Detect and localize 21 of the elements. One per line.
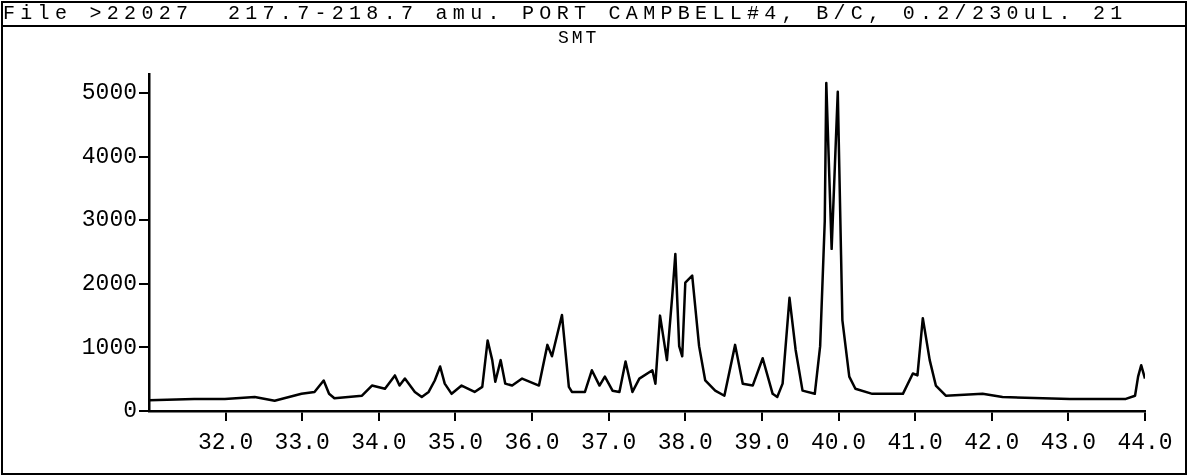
- x-tick-label: 38.0: [657, 429, 713, 456]
- x-tick-label: 41.0: [887, 429, 943, 456]
- chart-subtitle: SMT: [558, 28, 600, 48]
- y-tick-label: 5000: [81, 80, 137, 107]
- x-tick-label: 37.0: [581, 429, 637, 456]
- x-tick-label: 36.0: [504, 429, 560, 456]
- y-tick-label: 2000: [81, 270, 137, 297]
- y-tick-label: 3000: [81, 207, 137, 234]
- x-tick-label: 34.0: [351, 429, 407, 456]
- y-tick-label: 4000: [81, 143, 137, 170]
- x-tick-label: 40.0: [810, 429, 867, 456]
- x-tick-label: 43.0: [1040, 429, 1096, 456]
- x-tick-label: 35.0: [427, 429, 484, 456]
- chart-title: File >22027 217.7-218.7 amu. PORT CAMPBELL#4, B/C, 0.2/230uL. 21: [3, 2, 1185, 27]
- x-tick-label: 33.0: [274, 429, 330, 456]
- x-tick-label: 42.0: [964, 429, 1020, 456]
- y-tick-label: 0: [123, 398, 137, 425]
- y-tick-label: 1000: [81, 334, 137, 361]
- x-tick-label: 32.0: [198, 429, 254, 456]
- x-tick-label: 39.0: [734, 429, 790, 456]
- x-tick-label: 44.0: [1117, 429, 1173, 456]
